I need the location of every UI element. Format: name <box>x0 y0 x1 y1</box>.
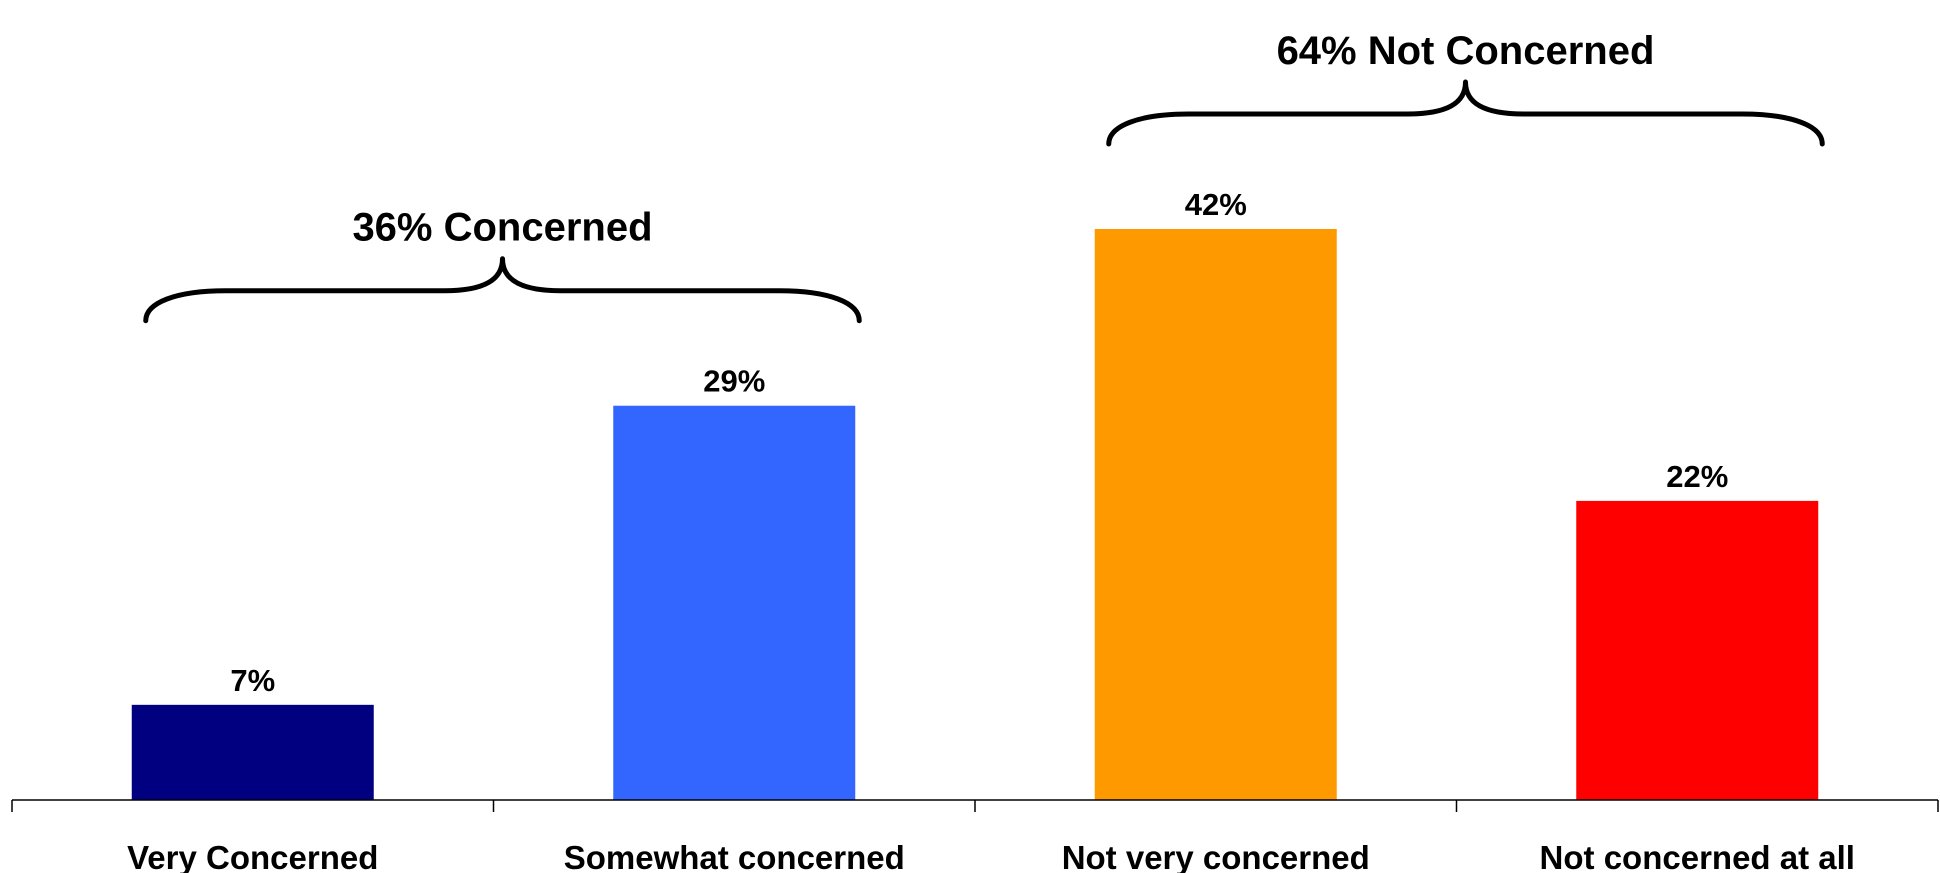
data-label-3: 22% <box>1666 459 1728 494</box>
group-label-1: 64% Not Concerned <box>1277 29 1655 73</box>
group-annotations-layer: 36% Concerned 64% Not Concerned <box>143 29 1825 324</box>
value-labels-layer: 7% 29% 42% 22% <box>230 187 1728 698</box>
category-label-1: Somewhat concerned <box>564 839 905 873</box>
bar-2 <box>1094 229 1337 800</box>
category-label-3: Not concerned at all <box>1540 839 1855 873</box>
bar-0 <box>131 704 374 800</box>
group-brace-1 <box>1106 79 1825 147</box>
bars-layer <box>131 229 1819 800</box>
bar-3 <box>1576 500 1819 800</box>
bar-1 <box>613 405 856 800</box>
category-label-0: Very Concerned <box>127 839 378 873</box>
data-label-0: 7% <box>230 663 275 698</box>
category-label-2: Not very concerned <box>1062 839 1370 873</box>
category-labels-layer: Very Concerned Somewhat concerned Not very… <box>127 839 1855 873</box>
data-label-1: 29% <box>703 364 765 399</box>
group-label-0: 36% Concerned <box>352 206 652 250</box>
data-label-2: 42% <box>1185 187 1247 222</box>
group-brace-0 <box>143 256 862 324</box>
x-axis <box>11 799 1939 812</box>
